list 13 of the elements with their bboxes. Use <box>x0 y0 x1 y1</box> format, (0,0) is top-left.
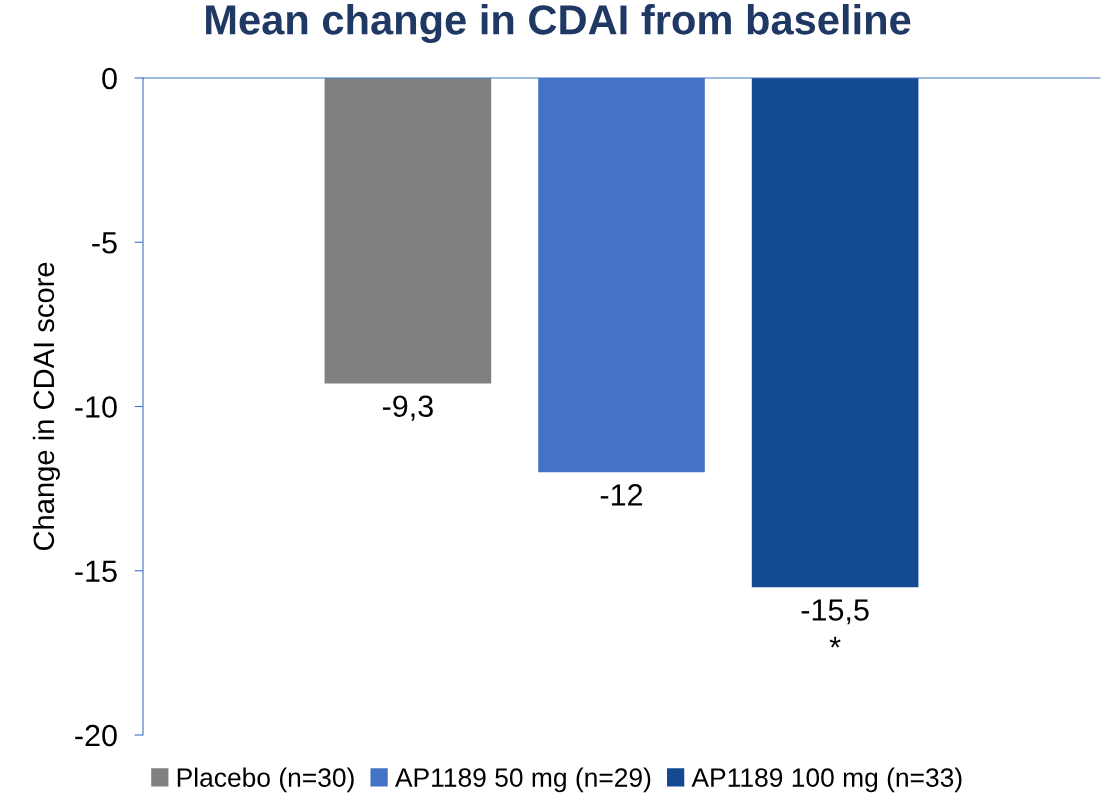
legend-label: AP1189 100 mg (n=33) <box>691 767 962 793</box>
data-label: -12 <box>600 484 643 506</box>
y-tick-label: 0 <box>102 67 117 90</box>
chart-title: Mean change in CDAI from baseline <box>206 4 911 44</box>
data-label: -15,5 * <box>801 599 869 648</box>
y-tick-label: -15 <box>75 560 117 583</box>
y-tick-label: -5 <box>92 232 117 254</box>
legend-label: AP1189 50 mg (n=29) <box>394 767 651 793</box>
y-tick-label: -10 <box>75 396 117 418</box>
y-tick-label: -20 <box>75 724 117 747</box>
legend-label: Placebo (n=30) <box>177 767 354 793</box>
y-axis-title: Change in CDAI score <box>32 262 60 551</box>
data-label: -9,3 <box>382 395 433 421</box>
